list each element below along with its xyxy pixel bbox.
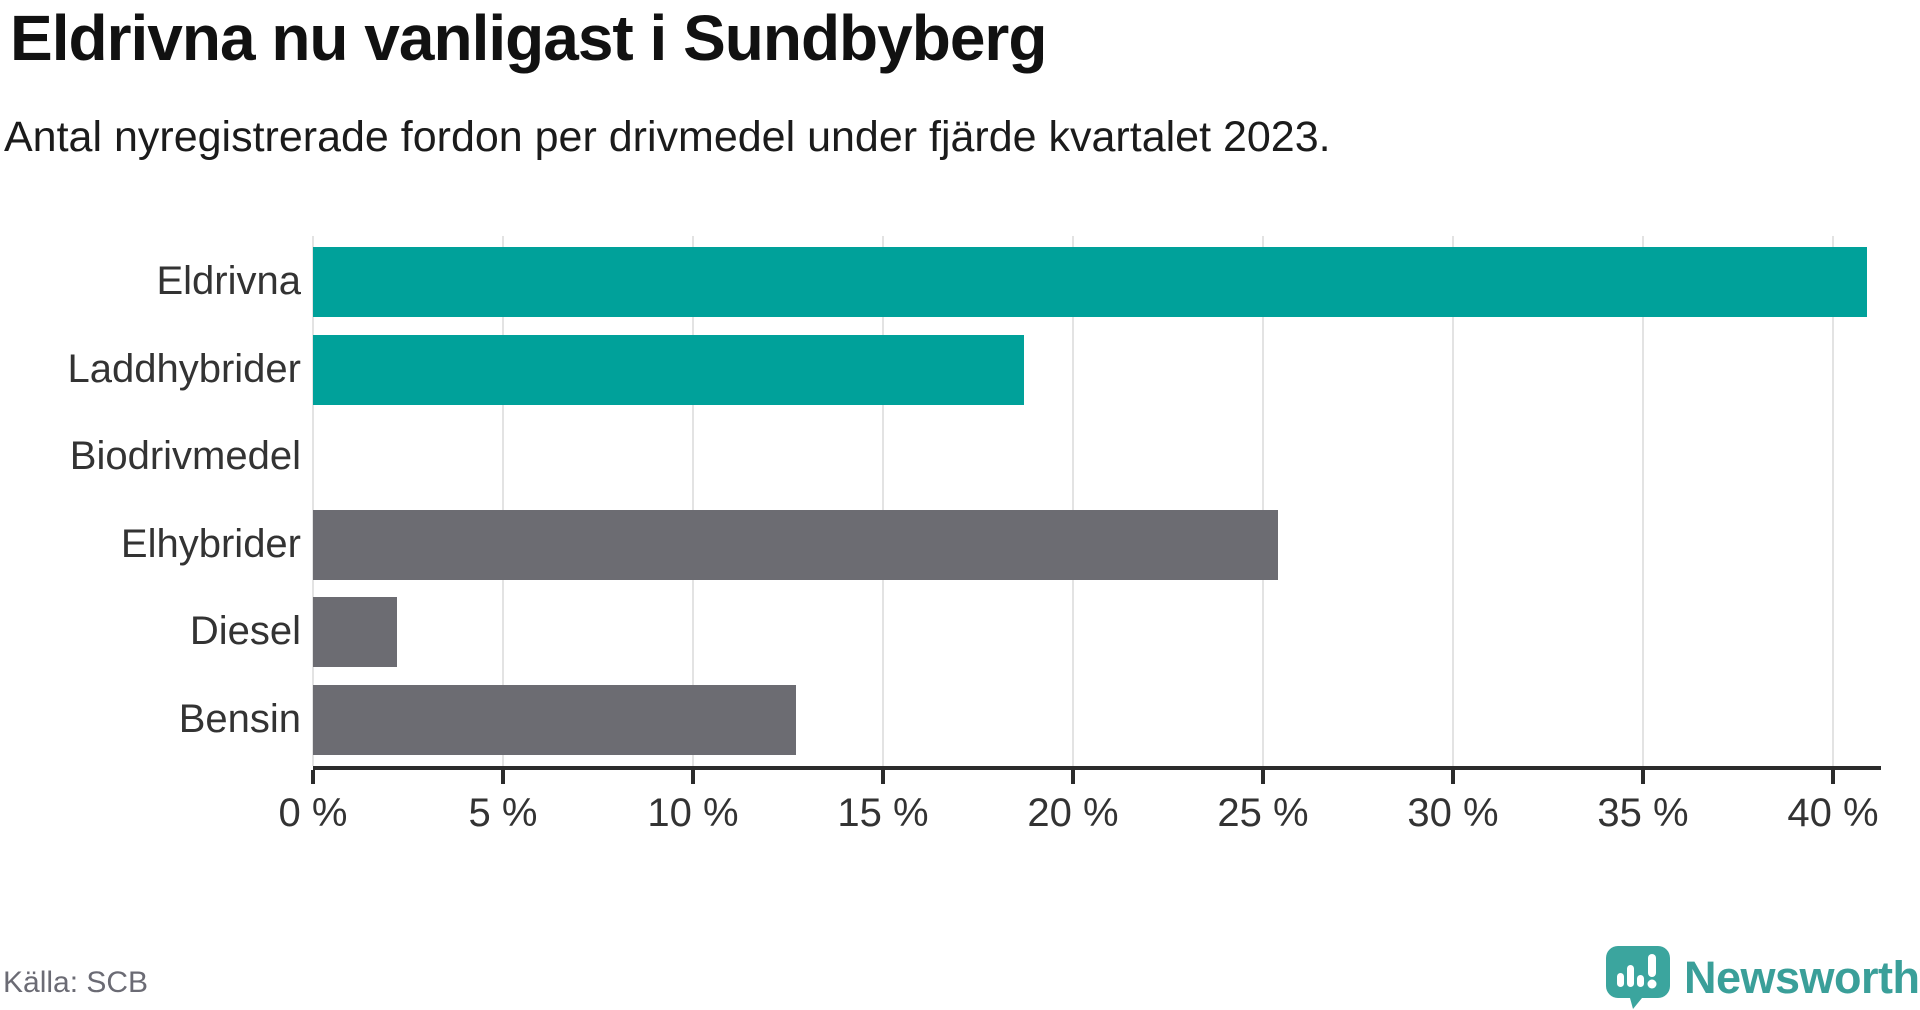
category-label: Eldrivna [156, 259, 301, 303]
gridline [692, 236, 694, 766]
source-note: Källa: SCB [3, 966, 149, 999]
x-axis-tick-label: 5 % [468, 791, 538, 835]
x-axis-tick-label: 35 % [1597, 791, 1689, 835]
x-axis-tick-label: 0 % [278, 791, 348, 835]
x-axis-tick [881, 770, 885, 784]
brand-logo: Newsworthy [1606, 946, 1920, 1009]
x-axis-tick [1641, 770, 1645, 784]
x-axis-tick-label: 30 % [1407, 791, 1499, 835]
bar-laddhybrider [313, 334, 1024, 405]
x-axis-tick [1831, 770, 1835, 784]
x-axis-tick [501, 770, 505, 784]
category-label: Bensin [178, 696, 301, 741]
category-label: Biodrivmedel [69, 434, 301, 478]
bar-elhybrider [313, 509, 1279, 580]
x-axis-tick-label: 15 % [837, 791, 929, 835]
x-axis-tick [311, 770, 315, 784]
x-axis-tick [1071, 770, 1075, 784]
chart-subtitle: Antal nyregistrerade fordon per drivmede… [4, 113, 1331, 161]
gridline [502, 236, 504, 766]
bar-diesel [313, 597, 397, 667]
newsworthy-wordmark: Newsworthy [1684, 951, 1920, 1003]
x-axis-tick-label: 10 % [647, 791, 739, 835]
x-axis-tick [691, 770, 695, 784]
x-axis-tick-label: 40 % [1787, 791, 1879, 835]
x-axis-tick-label: 25 % [1217, 791, 1309, 835]
gridline [1832, 236, 1834, 766]
newsworthy-icon [1606, 946, 1670, 1009]
bar-eldrivna [313, 247, 1868, 317]
category-label: Laddhybrider [67, 346, 302, 391]
x-axis-tick [1451, 770, 1455, 784]
category-label: Elhybrider [120, 521, 301, 566]
category-label: Diesel [189, 609, 301, 653]
bar-bensin [313, 684, 796, 755]
gridline [1262, 236, 1264, 766]
gridline [312, 236, 314, 766]
chart-title: Eldrivna nu vanligast i Sundbyberg [10, 2, 1047, 74]
gridline [1642, 236, 1644, 766]
gridline [882, 236, 884, 766]
gridline [1072, 236, 1074, 766]
gridline [1452, 236, 1454, 766]
x-axis-tick-label: 20 % [1027, 791, 1119, 835]
x-axis-line [313, 766, 1881, 770]
x-axis-tick [1261, 770, 1265, 784]
